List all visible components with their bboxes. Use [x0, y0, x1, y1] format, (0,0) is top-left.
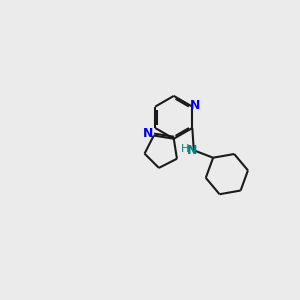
Text: H: H: [181, 144, 190, 154]
Text: N: N: [187, 144, 197, 157]
Text: N: N: [143, 127, 154, 140]
Text: N: N: [190, 99, 200, 112]
